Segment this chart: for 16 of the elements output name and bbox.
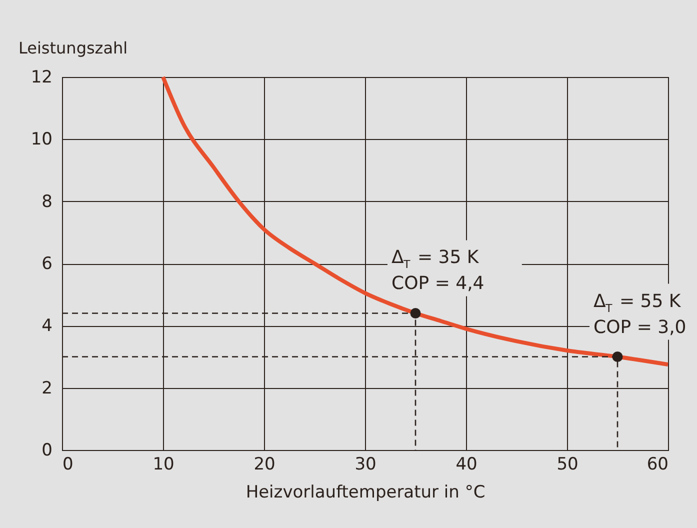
x-tick-label: 50 [556,454,578,474]
y-tick-label: 6 [42,254,52,274]
x-tick-label: 60 [646,454,668,474]
y-tick-label: 2 [42,378,52,398]
x-tick-label: 10 [152,454,174,474]
y-tick-label: 4 [42,316,52,336]
y-tick-label: 8 [42,192,52,212]
y-tick-label: 10 [30,130,52,150]
x-tick-label: 30 [354,454,376,474]
y-axis-title: Leistungszahl [18,38,128,58]
y-tick-label: 12 [30,68,52,88]
x-tick-label: 0 [62,454,74,474]
y-tick-label: 0 [42,440,52,460]
x-axis-title: Heizvorlauftemperatur in °C [246,482,486,502]
x-tick-label: 20 [254,454,276,474]
x-tick-label: 40 [456,454,478,474]
